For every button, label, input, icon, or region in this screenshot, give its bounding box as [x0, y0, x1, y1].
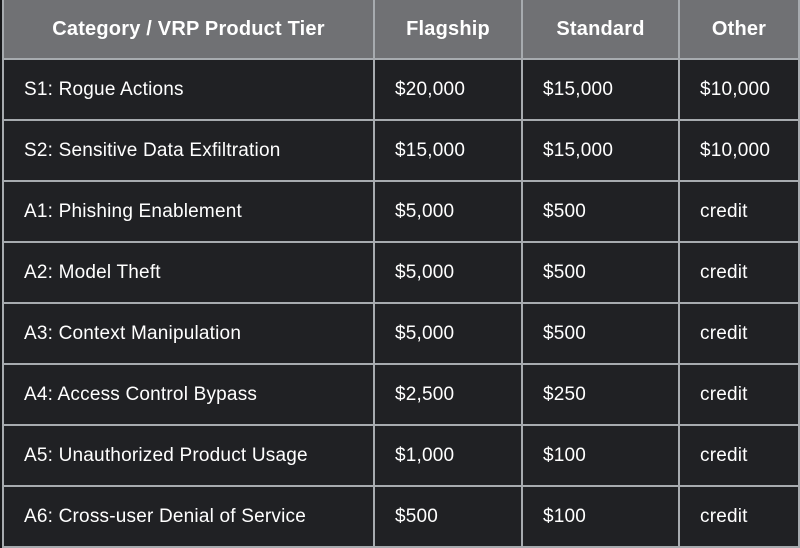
cell-category: A1: Phishing Enablement [2, 180, 375, 243]
cell-category: A5: Unauthorized Product Usage [2, 424, 375, 487]
cell-flagship: $500 [373, 485, 523, 548]
cell-standard: $100 [521, 485, 680, 548]
cell-other: credit [678, 363, 800, 426]
cell-other: credit [678, 180, 800, 243]
table-row: A6: Cross-user Denial of Service $500 $1… [2, 485, 800, 548]
cell-standard: $500 [521, 241, 680, 304]
cell-category: A6: Cross-user Denial of Service [2, 485, 375, 548]
table-row: A4: Access Control Bypass $2,500 $250 cr… [2, 363, 800, 426]
column-header-category: Category / VRP Product Tier [2, 0, 375, 60]
cell-flagship: $1,000 [373, 424, 523, 487]
table-row: A5: Unauthorized Product Usage $1,000 $1… [2, 424, 800, 487]
cell-other: $10,000 [678, 119, 800, 182]
table-row: A2: Model Theft $5,000 $500 credit [2, 241, 800, 304]
cell-other: credit [678, 485, 800, 548]
column-header-other: Other [678, 0, 800, 60]
cell-flagship: $5,000 [373, 180, 523, 243]
cell-other: $10,000 [678, 58, 800, 121]
table-header-row: Category / VRP Product Tier Flagship Sta… [2, 0, 800, 60]
cell-standard: $500 [521, 302, 680, 365]
cell-standard: $500 [521, 180, 680, 243]
cell-flagship: $20,000 [373, 58, 523, 121]
cell-standard: $250 [521, 363, 680, 426]
cell-standard: $15,000 [521, 58, 680, 121]
table-row: S2: Sensitive Data Exfiltration $15,000 … [2, 119, 800, 182]
cell-other: credit [678, 302, 800, 365]
cell-flagship: $5,000 [373, 241, 523, 304]
cell-category: A3: Context Manipulation [2, 302, 375, 365]
column-header-flagship: Flagship [373, 0, 523, 60]
cell-category: A2: Model Theft [2, 241, 375, 304]
cell-category: A4: Access Control Bypass [2, 363, 375, 426]
cell-standard: $100 [521, 424, 680, 487]
cell-flagship: $5,000 [373, 302, 523, 365]
cell-other: credit [678, 424, 800, 487]
cell-standard: $15,000 [521, 119, 680, 182]
cell-other: credit [678, 241, 800, 304]
cell-category: S1: Rogue Actions [2, 58, 375, 121]
table-row: S1: Rogue Actions $20,000 $15,000 $10,00… [2, 58, 800, 121]
table-row: A1: Phishing Enablement $5,000 $500 cred… [2, 180, 800, 243]
cell-flagship: $15,000 [373, 119, 523, 182]
table-row: A3: Context Manipulation $5,000 $500 cre… [2, 302, 800, 365]
cell-flagship: $2,500 [373, 363, 523, 426]
column-header-standard: Standard [521, 0, 680, 60]
cell-category: S2: Sensitive Data Exfiltration [2, 119, 375, 182]
